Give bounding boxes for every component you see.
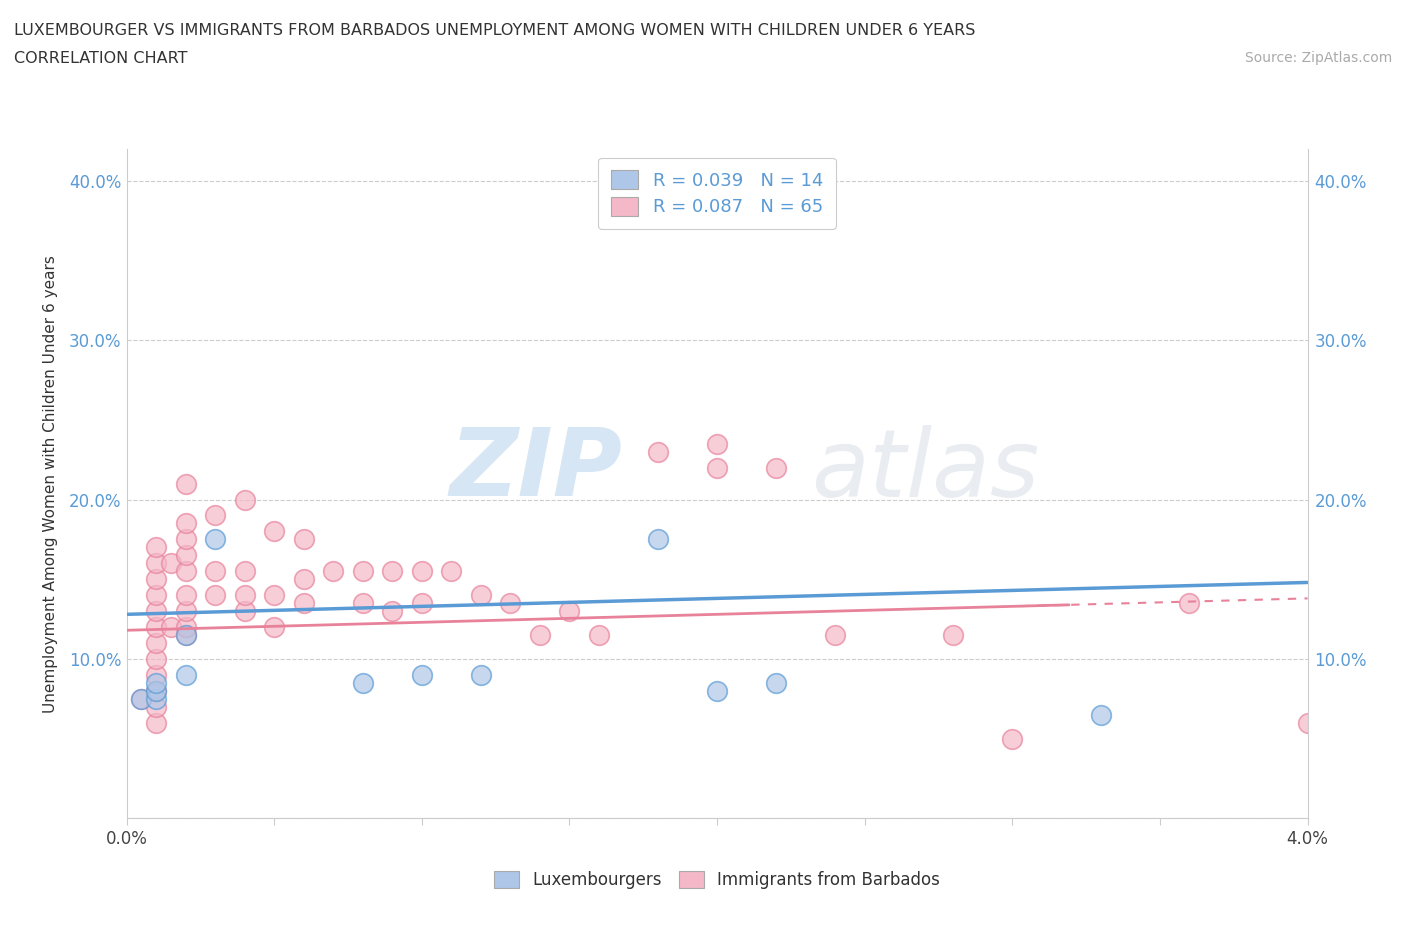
Point bbox=[1001, 731, 1024, 746]
Point bbox=[145, 699, 167, 714]
Point bbox=[381, 604, 404, 618]
Text: atlas: atlas bbox=[811, 425, 1040, 516]
Point bbox=[647, 445, 669, 459]
Point bbox=[292, 572, 315, 587]
Point bbox=[352, 564, 374, 578]
Point bbox=[440, 564, 463, 578]
Point bbox=[145, 652, 167, 667]
Point bbox=[381, 564, 404, 578]
Point bbox=[174, 564, 197, 578]
Point bbox=[233, 564, 256, 578]
Text: CORRELATION CHART: CORRELATION CHART bbox=[14, 51, 187, 66]
Point bbox=[145, 668, 167, 683]
Y-axis label: Unemployment Among Women with Children Under 6 years: Unemployment Among Women with Children U… bbox=[44, 255, 58, 712]
Text: ZIP: ZIP bbox=[450, 424, 623, 516]
Point bbox=[352, 675, 374, 690]
Point bbox=[233, 604, 256, 618]
Point bbox=[174, 668, 197, 683]
Point bbox=[942, 628, 965, 643]
Point bbox=[824, 628, 846, 643]
Point bbox=[145, 619, 167, 634]
Point bbox=[1178, 596, 1201, 611]
Point bbox=[145, 715, 167, 730]
Point bbox=[588, 628, 610, 643]
Point bbox=[765, 460, 787, 475]
Point bbox=[145, 604, 167, 618]
Point bbox=[204, 588, 226, 603]
Point bbox=[706, 460, 728, 475]
Point bbox=[706, 436, 728, 451]
Point bbox=[263, 588, 285, 603]
Point bbox=[204, 564, 226, 578]
Text: Source: ZipAtlas.com: Source: ZipAtlas.com bbox=[1244, 51, 1392, 65]
Point bbox=[558, 604, 581, 618]
Point bbox=[263, 619, 285, 634]
Point bbox=[174, 516, 197, 531]
Point bbox=[1296, 715, 1319, 730]
Point bbox=[174, 628, 197, 643]
Point bbox=[292, 596, 315, 611]
Point bbox=[174, 548, 197, 563]
Point bbox=[1090, 708, 1112, 723]
Point bbox=[174, 532, 197, 547]
Point bbox=[145, 675, 167, 690]
Point bbox=[145, 691, 167, 706]
Point bbox=[529, 628, 551, 643]
Point bbox=[647, 532, 669, 547]
Point bbox=[145, 684, 167, 698]
Point bbox=[174, 588, 197, 603]
Point bbox=[145, 684, 167, 698]
Point bbox=[160, 619, 183, 634]
Legend: Luxembourgers, Immigrants from Barbados: Luxembourgers, Immigrants from Barbados bbox=[486, 862, 948, 897]
Point bbox=[470, 668, 492, 683]
Point bbox=[129, 691, 153, 706]
Point bbox=[145, 572, 167, 587]
Point bbox=[352, 596, 374, 611]
Point bbox=[145, 556, 167, 571]
Point bbox=[204, 508, 226, 523]
Point bbox=[233, 492, 256, 507]
Point bbox=[499, 596, 522, 611]
Point bbox=[470, 588, 492, 603]
Point bbox=[174, 619, 197, 634]
Text: LUXEMBOURGER VS IMMIGRANTS FROM BARBADOS UNEMPLOYMENT AMONG WOMEN WITH CHILDREN : LUXEMBOURGER VS IMMIGRANTS FROM BARBADOS… bbox=[14, 23, 976, 38]
Point bbox=[411, 668, 433, 683]
Point bbox=[174, 628, 197, 643]
Point bbox=[233, 588, 256, 603]
Point bbox=[129, 691, 153, 706]
Point bbox=[263, 524, 285, 538]
Point bbox=[322, 564, 344, 578]
Point bbox=[292, 532, 315, 547]
Point bbox=[411, 596, 433, 611]
Point bbox=[411, 564, 433, 578]
Point bbox=[160, 556, 183, 571]
Point bbox=[145, 588, 167, 603]
Point bbox=[145, 635, 167, 650]
Point bbox=[174, 604, 197, 618]
Point bbox=[174, 476, 197, 491]
Point bbox=[145, 540, 167, 555]
Point bbox=[204, 532, 226, 547]
Point bbox=[706, 684, 728, 698]
Point bbox=[765, 675, 787, 690]
